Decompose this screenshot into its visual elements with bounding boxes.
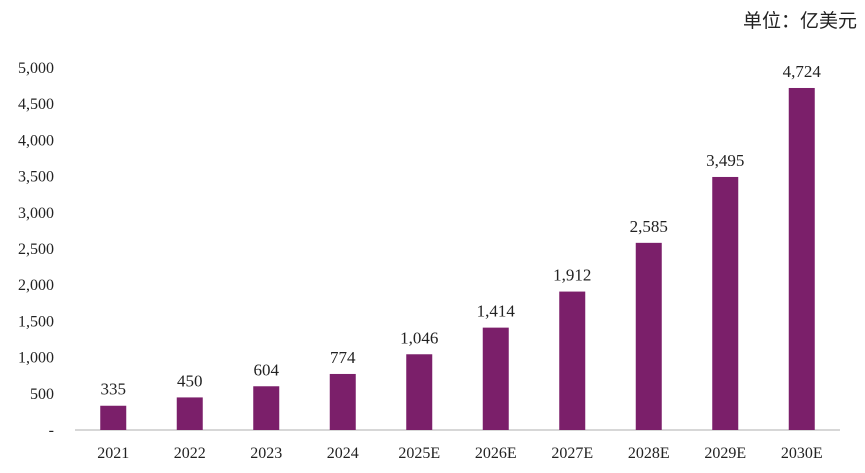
y-tick-label: 3,500: [18, 169, 54, 186]
y-tick-label: 3,000: [18, 205, 54, 222]
x-tick-label: 2030E: [781, 445, 823, 462]
bar-value-label: 3,495: [706, 151, 744, 170]
bar: [329, 373, 356, 430]
unit-label: 单位：亿美元: [742, 10, 857, 32]
y-tick-label: 5,000: [18, 60, 54, 77]
x-tick-label: 2022: [174, 445, 206, 462]
x-tick-label: 2026E: [475, 445, 517, 462]
y-tick-label: 4,500: [18, 96, 54, 113]
bar-value-label: 1,912: [553, 266, 591, 285]
y-tick-label: 500: [30, 386, 54, 403]
bar: [635, 242, 662, 430]
bar-value-label: 4,724: [783, 62, 822, 81]
y-tick-label: 2,000: [18, 277, 54, 294]
y-tick-label: 2,500: [18, 241, 54, 258]
bar-value-label: 1,046: [400, 328, 438, 347]
bar: [406, 354, 433, 430]
bar: [176, 397, 203, 430]
y-tick-label: 4,000: [18, 132, 54, 149]
x-tick-label: 2027E: [551, 445, 593, 462]
bar: [559, 291, 586, 430]
x-tick-label: 2029E: [704, 445, 746, 462]
bar: [253, 386, 280, 430]
x-tick-label: 2023: [250, 445, 282, 462]
bar-value-label: 774: [330, 348, 356, 367]
x-tick-label: 2025E: [398, 445, 440, 462]
y-tick-label: 1,500: [18, 313, 54, 330]
bar: [788, 87, 815, 431]
bar-value-label: 450: [177, 371, 203, 390]
x-tick-label: 2028E: [628, 445, 670, 462]
y-tick-label: -: [49, 422, 54, 439]
bar: [100, 405, 127, 430]
x-tick-label: 2024: [327, 445, 359, 462]
bar-value-label: 604: [254, 360, 280, 379]
bar: [712, 176, 739, 430]
x-tick-label: 2021: [97, 445, 129, 462]
bar-value-label: 1,414: [477, 302, 516, 321]
bar-value-label: 2,585: [630, 217, 668, 236]
bar: [482, 327, 509, 430]
bar-value-label: 335: [101, 380, 127, 399]
y-tick-label: 1,000: [18, 350, 54, 367]
